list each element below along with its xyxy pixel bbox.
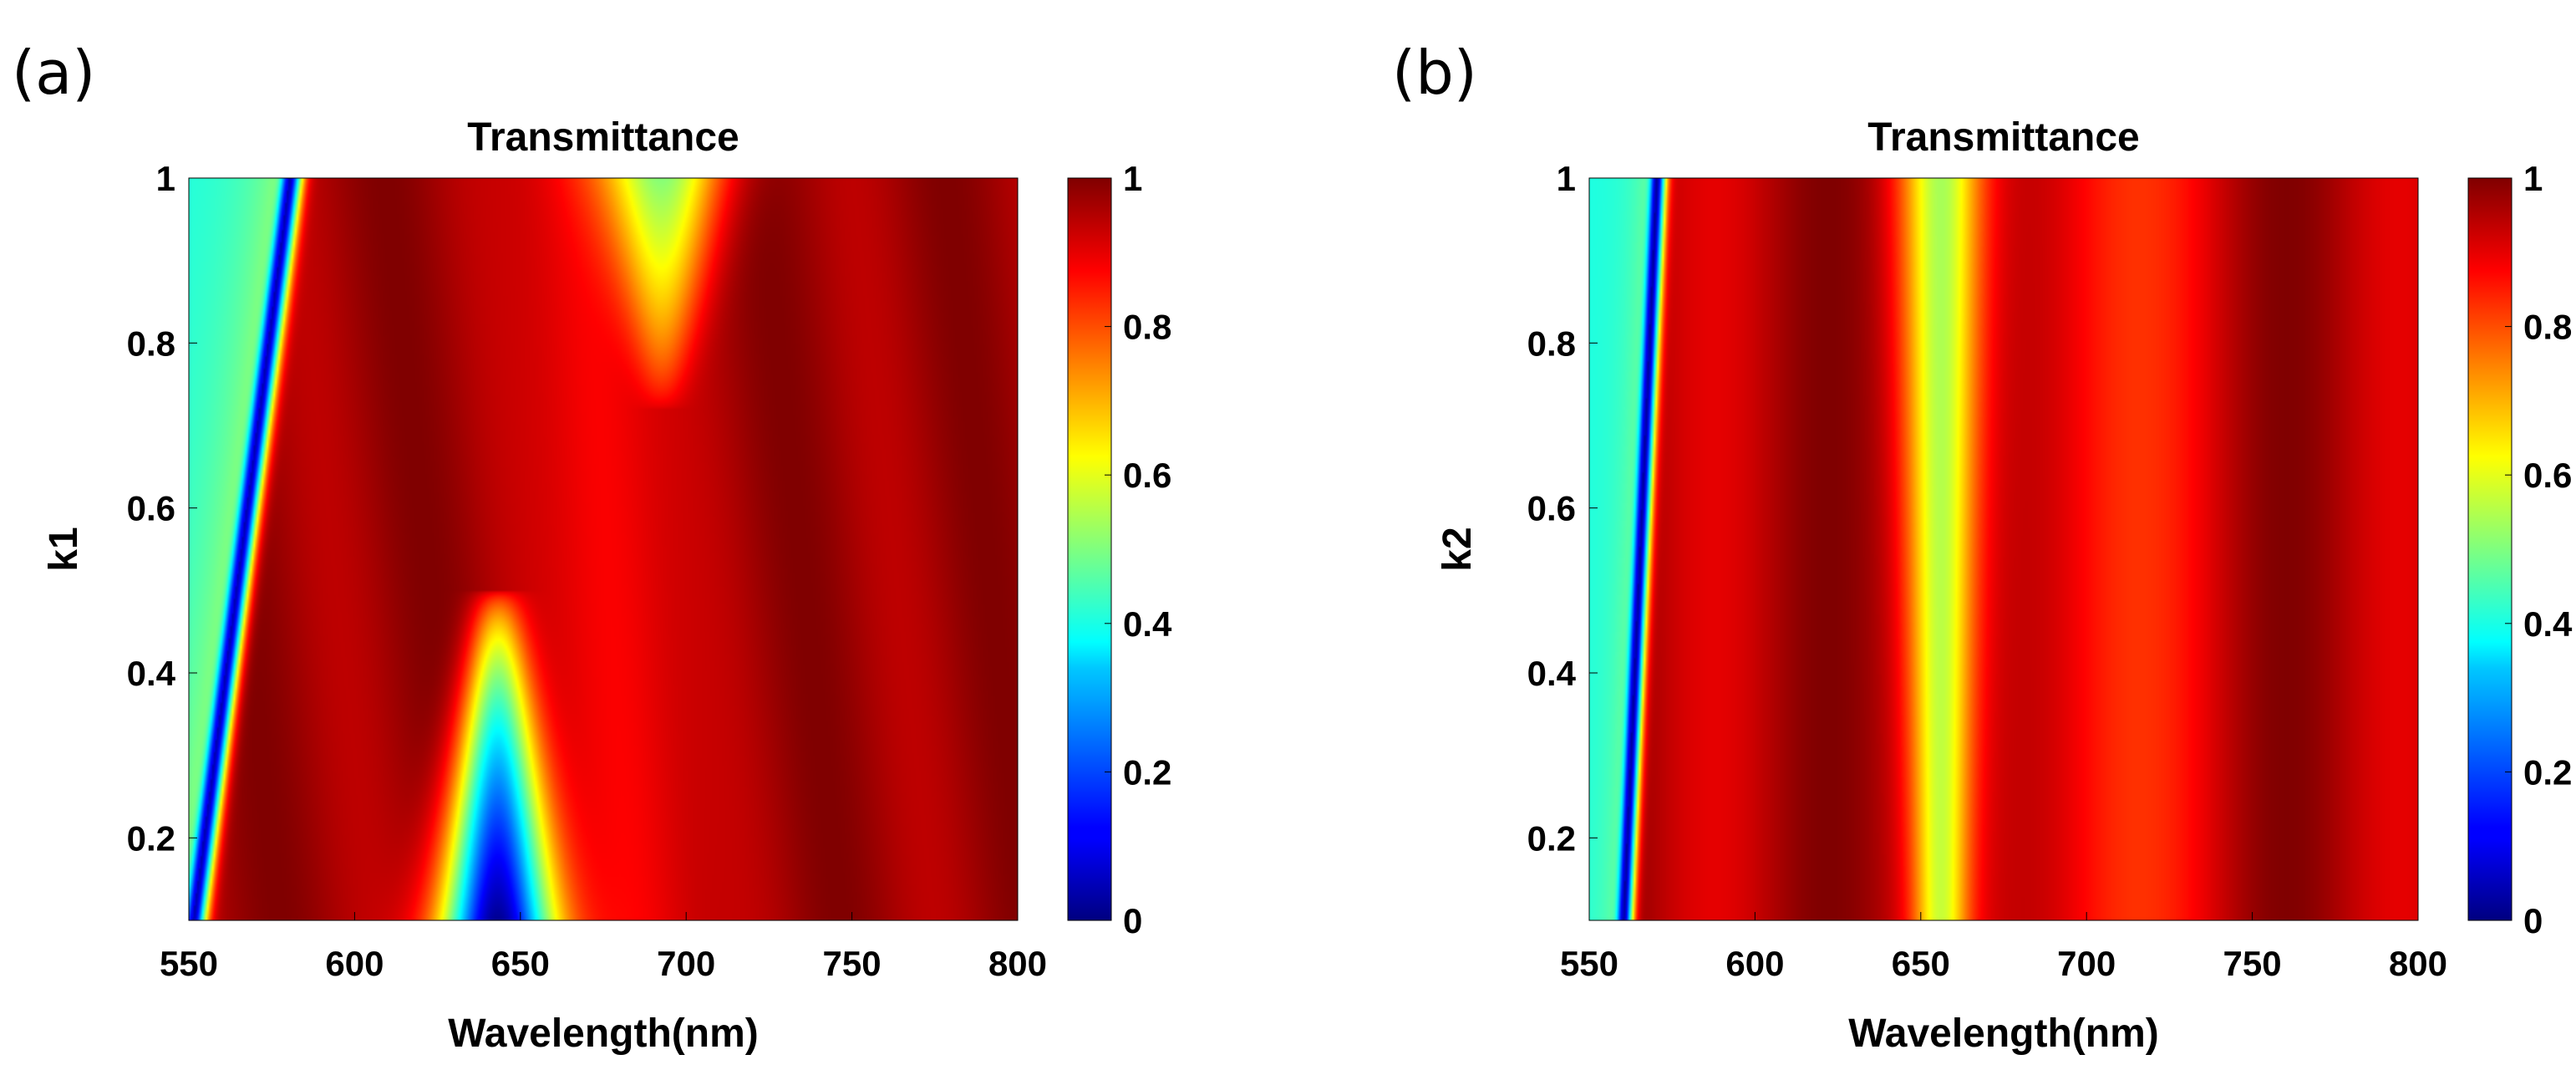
colorbar-tick-label: 0.2 [2523, 752, 2572, 792]
heatmap-image [189, 178, 1018, 920]
y-ticks: 0.2 0.4 0.6 0.8 1 [1527, 159, 1598, 858]
colorbar-tick-label: 0.6 [1123, 456, 1171, 495]
colorbar-tick-label: 0.8 [2523, 308, 2572, 347]
colorbar-tick-label: 1 [2523, 159, 2543, 198]
y-tick-label: 0.8 [127, 324, 175, 363]
x-ticks: 550 600 650 700 750 800 [1560, 912, 2447, 983]
panel-b: (b) Transmittance k2 Wavelength(nm) 550 6… [1392, 38, 2573, 1056]
x-tick-label: 700 [2057, 944, 2116, 983]
y-ticks: 0.2 0.4 0.6 0.8 1 [127, 159, 197, 858]
x-tick-label: 550 [1560, 944, 1618, 983]
x-tick-label: 800 [988, 944, 1047, 983]
colorbar-ticks: 0 0.2 0.4 0.6 0.8 1 [2505, 159, 2573, 940]
x-tick-label: 600 [1725, 944, 1784, 983]
y-tick-label: 0.2 [1527, 818, 1576, 858]
colorbar [2467, 177, 2512, 921]
colorbar-tick-label: 1 [1123, 159, 1142, 198]
x-tick-label: 800 [2389, 944, 2447, 983]
y-tick-label: 1 [156, 159, 175, 198]
plot-frame [188, 177, 1019, 921]
y-tick-label: 0.6 [1527, 489, 1576, 528]
colorbar [1067, 177, 1112, 921]
colorbar-tick-label: 0.6 [2523, 456, 2572, 495]
colorbar-ticks: 0 0.2 0.4 0.6 0.8 1 [1105, 159, 1172, 940]
x-tick-label: 550 [160, 944, 218, 983]
panel-label: (a) [12, 38, 95, 108]
panel-a: (a) Transmittance k1 Wavelength(nm) 550 6… [12, 38, 1172, 1056]
chart-title: Transmittance [467, 115, 739, 160]
panel-label: (b) [1392, 38, 1477, 108]
chart-title: Transmittance [1867, 115, 2139, 160]
colorbar-tick-label: 0 [1123, 901, 1142, 940]
y-tick-label: 0.6 [127, 489, 175, 528]
y-tick-label: 0.4 [1527, 654, 1577, 693]
x-axis-label: Wavelength(nm) [1848, 1011, 2159, 1056]
x-tick-label: 750 [2223, 944, 2282, 983]
y-axis-label: k1 [42, 527, 86, 571]
y-axis-label: k2 [1435, 527, 1480, 571]
x-tick-label: 750 [823, 944, 882, 983]
x-axis-label: Wavelength(nm) [448, 1011, 759, 1056]
y-tick-label: 1 [1557, 159, 1576, 198]
plot-frame [1588, 177, 2419, 921]
x-tick-label: 600 [325, 944, 384, 983]
x-tick-label: 650 [491, 944, 550, 983]
colorbar-tick-label: 0.4 [1123, 604, 1172, 644]
y-tick-label: 0.8 [1527, 324, 1576, 363]
y-tick-label: 0.2 [127, 818, 175, 858]
colorbar-tick-label: 0 [2523, 901, 2543, 940]
colorbar-tick-label: 0.2 [1123, 752, 1171, 792]
x-tick-label: 650 [1892, 944, 1950, 983]
x-tick-label: 700 [657, 944, 715, 983]
x-ticks: 550 600 650 700 750 800 [160, 912, 1047, 983]
heatmap-image [1589, 178, 2418, 920]
colorbar-tick-label: 0.4 [2523, 604, 2573, 644]
colorbar-tick-label: 0.8 [1123, 308, 1171, 347]
y-tick-label: 0.4 [127, 654, 176, 693]
